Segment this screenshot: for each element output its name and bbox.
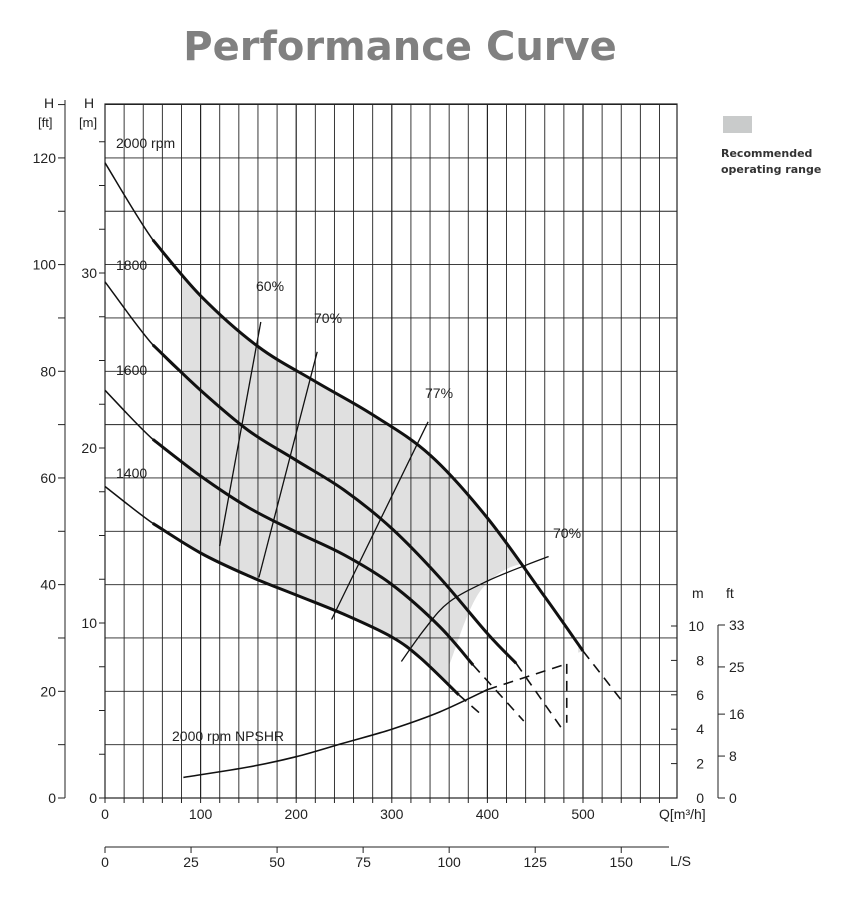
x-ls-axis-title: L/S bbox=[670, 853, 691, 869]
rpm-label-2000: 2000 rpm bbox=[116, 135, 175, 151]
x-ls-tick-label: 125 bbox=[524, 854, 548, 870]
npshr-m-tick-label: 0 bbox=[696, 790, 704, 806]
npshr-m-tick-label: 6 bbox=[696, 687, 704, 703]
head-curve-thick-1600 bbox=[151, 438, 475, 666]
rpm-label-1400: 1400 bbox=[116, 465, 147, 481]
legend-label-line2: operating range bbox=[721, 163, 821, 176]
npshr-ft-tick-label: 16 bbox=[729, 706, 745, 722]
y-ft-axis-title: H bbox=[44, 95, 54, 111]
head-curve-thick-1800 bbox=[151, 343, 518, 665]
head-curve-thick-1400 bbox=[152, 522, 460, 696]
x-m3h-tick-label: 500 bbox=[571, 806, 595, 822]
x-m3h-tick-label: 400 bbox=[476, 806, 500, 822]
npshr-ft-tick-label: 0 bbox=[729, 790, 737, 806]
y-m-tick-label: 20 bbox=[81, 440, 97, 456]
x-ls-tick-label: 75 bbox=[355, 854, 371, 870]
plot-frame bbox=[104, 103, 678, 799]
efficiency-label-77: 77% bbox=[425, 385, 453, 401]
efficiency-label-70-right: 70% bbox=[553, 525, 581, 541]
curves bbox=[104, 162, 622, 779]
y-ft-tick-label: 20 bbox=[40, 683, 56, 699]
efficiency-line-1 bbox=[219, 321, 262, 547]
x-m3h-tick-label: 200 bbox=[285, 806, 309, 822]
efficiency-line-4 bbox=[400, 555, 549, 662]
x-ls-tick-label: 50 bbox=[269, 854, 285, 870]
rpm-label-1600: 1600 bbox=[116, 362, 147, 378]
y-ft-tick-label: 100 bbox=[33, 257, 57, 273]
npshr-m-tick-label: 2 bbox=[696, 756, 704, 772]
x-ls-tick-label: 0 bbox=[101, 854, 109, 870]
head-curve-extension-1800 bbox=[515, 662, 565, 732]
npshr-curve bbox=[183, 688, 488, 779]
y-ft-tick-label: 40 bbox=[40, 577, 56, 593]
efficiency-label-70-left: 70% bbox=[314, 310, 342, 326]
legend-label-line1: Recommended bbox=[721, 147, 812, 160]
y-m-axis-title: H bbox=[84, 95, 94, 111]
npshr-ft-tick-label: 8 bbox=[729, 748, 737, 764]
npshr-m-tick-label: 10 bbox=[688, 618, 704, 634]
npshr-m-axis-title: m bbox=[692, 585, 704, 601]
npshr-m-tick-label: 4 bbox=[696, 721, 704, 737]
efficiency-line-3 bbox=[331, 421, 429, 620]
npshr-ft-axis-title: ft bbox=[726, 585, 734, 601]
efficiency-line-2 bbox=[258, 351, 318, 578]
rpm-label-1800: 1800 bbox=[116, 257, 147, 273]
x-m3h-axis-title: Q[m³/h] bbox=[659, 806, 706, 822]
x-m3h-tick-label: 300 bbox=[380, 806, 404, 822]
y-ft-tick-label: 0 bbox=[48, 790, 56, 806]
x-m3h-tick-label: 100 bbox=[189, 806, 213, 822]
y-ft-tick-label: 120 bbox=[33, 150, 57, 166]
x-ls-tick-label: 100 bbox=[437, 854, 461, 870]
y-m-tick-label: 0 bbox=[89, 790, 97, 806]
head-curve-extension-2000-rpm bbox=[582, 650, 622, 701]
npshr-ft-tick-label: 33 bbox=[729, 617, 745, 633]
x-ls-tick-label: 25 bbox=[183, 854, 199, 870]
y-m-tick-label: 30 bbox=[81, 265, 97, 281]
npshr-m-tick-label: 8 bbox=[696, 652, 704, 668]
y-m-tick-label: 10 bbox=[81, 615, 97, 631]
head-curve-extension-1600 bbox=[472, 664, 525, 722]
recommended-operating-range bbox=[181, 276, 583, 728]
y-m-axis-unit: [m] bbox=[79, 115, 97, 130]
npshr-curve-extension bbox=[487, 663, 567, 691]
y-ft-tick-label: 60 bbox=[40, 470, 56, 486]
operating-range-cutout bbox=[449, 563, 579, 728]
head-curve-thick-2000-rpm bbox=[151, 238, 585, 652]
chart-title: Performance Curve bbox=[183, 24, 616, 70]
y-ft-tick-label: 80 bbox=[40, 363, 56, 379]
head-curve-extension-1400 bbox=[458, 694, 484, 717]
grid bbox=[104, 103, 678, 799]
x-ls-tick-label: 150 bbox=[610, 854, 634, 870]
y-ft-axis-unit: [ft] bbox=[38, 115, 52, 130]
npshr-ft-tick-label: 25 bbox=[729, 659, 745, 675]
npshr-curve-label: 2000 rpm NPSHR bbox=[172, 728, 284, 744]
x-m3h-tick-label: 0 bbox=[101, 806, 109, 822]
efficiency-label-60: 60% bbox=[256, 278, 284, 294]
legend-swatch bbox=[723, 116, 752, 133]
